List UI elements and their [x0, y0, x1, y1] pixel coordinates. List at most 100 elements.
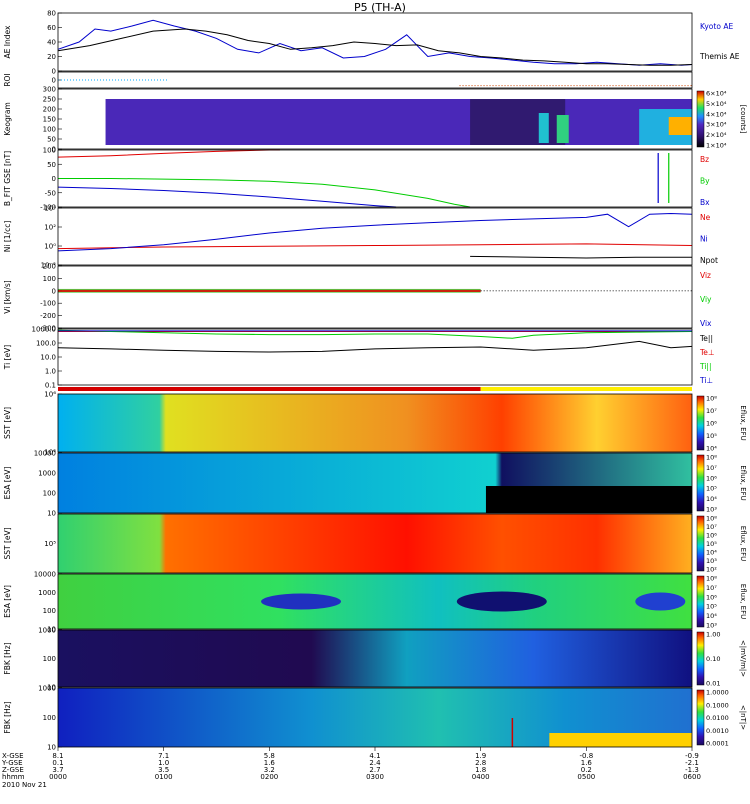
x-axis-value-t: 0000 [49, 773, 67, 781]
velocity-ytick-label: 200 [43, 263, 56, 271]
x-axis-value-z: 0.2 [581, 766, 592, 774]
ae-legend-1: Themis AE [699, 52, 740, 61]
bfield-ytick-label: 0 [52, 175, 56, 183]
fbk-b-colorbar-tick: 0.0100 [706, 714, 729, 722]
orbit-bar [58, 387, 692, 391]
ae-ytick-label: 80 [47, 10, 56, 18]
panel-bfield: B_FIT GSE [nT] -100 -50 0 50 100 Bz By Bx [3, 147, 710, 212]
x-axis-value-z: 3.5 [158, 766, 169, 774]
panel-sst-ion: SST [eV] 10⁵ 10⁶ 10⁴ 10⁵ 10⁶ 10⁷ 10⁸ Eflux, EFU [3, 391, 747, 457]
x-axis-value-t: 0300 [366, 773, 384, 781]
x-axis-value-z: 2.7 [369, 766, 380, 774]
density-legend-0: Ne [700, 213, 711, 222]
sst-elec-image [58, 514, 692, 573]
sst-elec-frame [57, 513, 693, 574]
ae-ytick-label: 0 [52, 68, 56, 76]
fbk-e-colorbar [696, 631, 705, 686]
esa-elec-image [58, 574, 692, 629]
temperature-legend-3: Ti⊥ [699, 376, 713, 385]
keogram-auroral-blob-1 [538, 113, 549, 143]
fbk-b-colorbar-tick: 0.1000 [706, 701, 729, 709]
x-axis-value-y: 2.4 [369, 759, 381, 767]
density-frame [57, 207, 693, 266]
x-axis-value-z: 3.7 [52, 766, 63, 774]
sst-elec-ytick-label: 10⁵ [44, 540, 56, 548]
sst-ion-colorbar-tick: 10⁵ [706, 432, 717, 440]
x-axis-row-label: 2010 Nov 21 [2, 781, 47, 789]
velocity-frame [57, 265, 693, 329]
sst-elec-colorbar [696, 515, 705, 572]
x-axis-value-x: 4.1 [369, 752, 380, 760]
panel-roi: ROI 0 [3, 71, 693, 89]
roi-ytick-label: 0 [52, 77, 56, 85]
temperature-legend-0: Te|| [699, 334, 713, 343]
velocity-ytick-label: 0 [52, 287, 56, 295]
fbk-e-colorbar-tick: 0.10 [706, 655, 720, 663]
x-axis-value-x: 1.9 [475, 752, 486, 760]
x-axis-value-y: 1.6 [581, 759, 593, 767]
bfield-series-0 [57, 149, 280, 158]
velocity-ytick-label: -300 [40, 325, 56, 333]
keogram-ytick-label: 150 [43, 116, 56, 124]
temperature-frame [57, 328, 693, 386]
sst-elec-colorbar-tick: 10⁷ [706, 523, 717, 531]
fbk-e-image [58, 630, 692, 687]
bfield-frame [57, 149, 693, 208]
esa-elec-frame [57, 573, 693, 630]
esa-ion-colorbar-tick: 10⁷ [706, 464, 717, 472]
velocity-ylabel: Vi [km/s] [3, 280, 12, 313]
esa-ion-frame [57, 452, 693, 514]
esa-elec-colorbar-tick: 10⁵ [706, 603, 717, 611]
ae-ytick-label: 20 [47, 53, 56, 61]
bfield-ytick-label: -100 [40, 204, 56, 212]
x-axis-value-z: 1.8 [475, 766, 486, 774]
esa-ion-ytick-label: 1000 [38, 470, 56, 478]
x-axis-value-z: 3.2 [264, 766, 275, 774]
bfield-legend-2: Bx [700, 198, 710, 207]
velocity-legend-0: Viz [700, 271, 711, 280]
temperature-ytick-label: 100.0 [36, 340, 56, 348]
fbk-b-ylabel: FBK [Hz] [3, 701, 12, 733]
esa-elec-dropout-1 [261, 593, 342, 610]
esa-elec-colorbar-label: Eflux, EFU [739, 584, 747, 619]
keogram-image [105, 99, 693, 145]
esa-elec-colorbar-tick: 10³ [706, 622, 717, 630]
keogram-ytick-label: 200 [43, 106, 56, 114]
x-axis-value-x: -0.8 [579, 752, 593, 760]
x-axis-value-x: 8.1 [52, 752, 63, 760]
x-axis-value-y: 1.6 [264, 759, 276, 767]
sst-ion-colorbar-tick: 10⁸ [706, 395, 717, 403]
keogram-ytick-label: 250 [43, 96, 56, 104]
esa-elec-ytick-label: 1000 [38, 589, 56, 597]
panel-velocity: Vi [km/s] -300 -200 -100 0 100 200 Viz Viy Vix [3, 263, 712, 333]
temperature-ytick-label: 10.0 [40, 354, 56, 362]
x-axis-value-t: 0500 [577, 773, 595, 781]
esa-ion-colorbar-tick: 10⁸ [706, 454, 717, 462]
esa-elec-ytick-label: 10 [47, 626, 56, 634]
bfield-ytick-label: 50 [47, 161, 56, 169]
sst-ion-colorbar-tick: 10⁴ [706, 445, 717, 453]
x-axis-value-x: 7.1 [158, 752, 169, 760]
x-axis-value-y: 0.1 [52, 759, 63, 767]
panel-ae: AE Index 0 20 40 60 80 Kyoto AE Themis AE [3, 10, 740, 76]
x-axis-value-x: 5.8 [264, 752, 275, 760]
density-ytick-label: 10⁻² [41, 262, 57, 270]
x-axis-value-t: 0100 [155, 773, 173, 781]
esa-ion-colorbar-tick: 10⁶ [706, 474, 717, 482]
esa-elec-dropout-3 [635, 592, 686, 611]
panel-esa-ion: ESA [eV] 10 100 1000 10000 10³ 10⁴ 10⁵ 10⁶ 10⁷ 10⁸… [3, 450, 747, 518]
orbit-bar-red [58, 387, 481, 391]
density-series-1 [57, 212, 693, 252]
bfield-legend-1: By [700, 177, 710, 186]
temperature-ytick-label: 0.1 [45, 382, 56, 390]
panel-density: Ni [1/cc] 10⁻² 10⁰ 10² 10⁴ Ne Ni Npot [3, 205, 718, 270]
keogram-ylabel: Keogram [3, 102, 12, 136]
keogram-colorbar [696, 90, 705, 148]
panel-temperature: Ti [eV] 0.1 1.0 10.0 100.0 1000.0 Te|| Te⊥ Ti|| T… [3, 326, 714, 390]
esa-ion-ylabel: ESA [eV] [3, 467, 12, 500]
fbk-b-colorbar-tick: 0.0010 [706, 727, 729, 735]
panel-keogram: Keogram 0 50 100 150 200 250 300 1×10⁴ 2×10⁴ 3×10⁴… [3, 86, 747, 154]
esa-elec-ytick-label: 100 [43, 607, 56, 615]
